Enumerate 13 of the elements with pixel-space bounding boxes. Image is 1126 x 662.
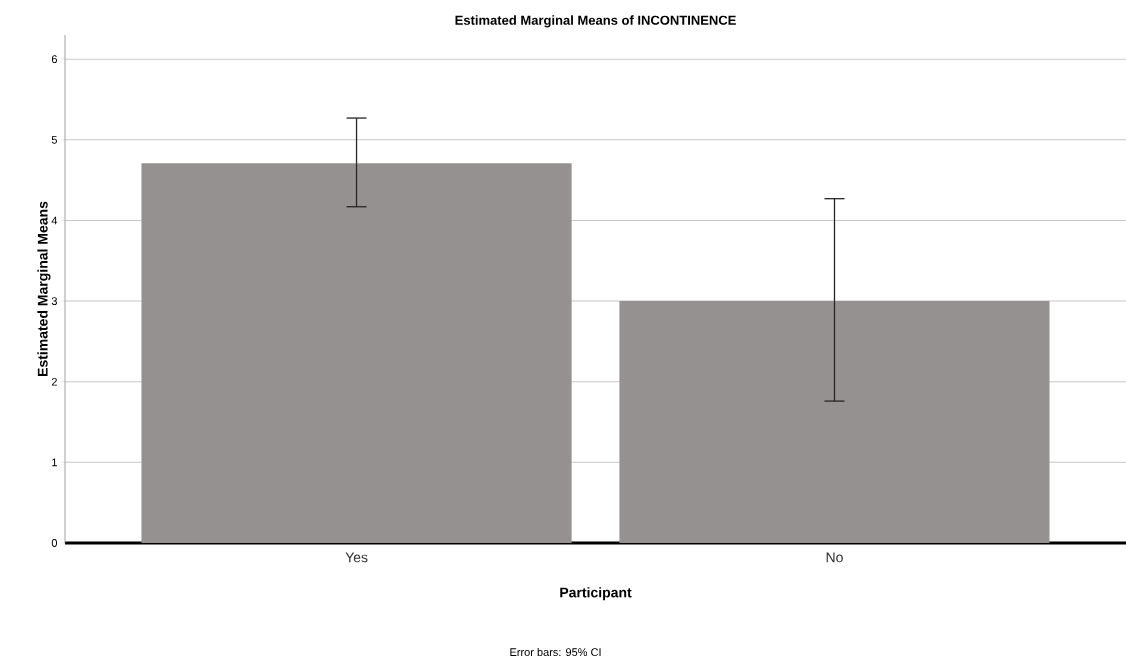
- y-tick-label: 3: [51, 297, 57, 305]
- y-tick-label: 0: [51, 539, 58, 547]
- y-tick-label: 6: [51, 55, 57, 64]
- y-tick-label: 2: [51, 377, 57, 386]
- y-tick-label: 1: [52, 458, 57, 467]
- y-tick-label: 5: [51, 136, 57, 144]
- y-tick-label: 4: [51, 216, 58, 225]
- x-axis-title: Participant: [560, 587, 632, 601]
- text: Error bars: 95% CI: [510, 647, 601, 657]
- x-tick-label: No: [826, 552, 843, 563]
- x-tick-label: Yes: [345, 552, 368, 563]
- chart-title: Estimated Marginal Means of INCONTINENCE: [455, 15, 736, 28]
- y-axis-title: Estimated Marginal Means: [37, 201, 51, 376]
